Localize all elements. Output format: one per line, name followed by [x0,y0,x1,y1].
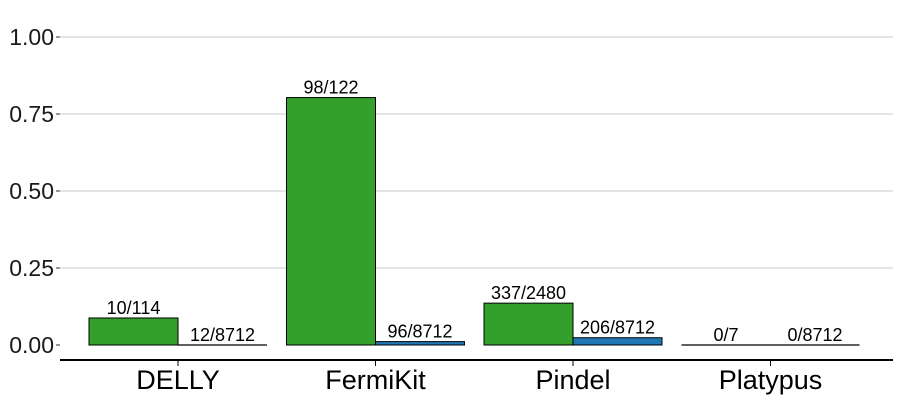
data-label: 337/2480 [491,283,566,303]
bar [375,341,465,346]
data-labels: 10/114 12/8712 98/122 96/8712 337/2480 206/87… [107,78,843,345]
data-label: 10/114 [107,298,161,318]
data-label: 0/7 [713,325,738,345]
data-label: 96/8712 [387,322,452,342]
data-label: 12/8712 [190,325,255,345]
y-tick-label: 0.50 [9,178,54,204]
y-axis: 0.00 0.25 0.50 0.75 1.00 [9,24,60,358]
bar [88,317,179,346]
bar [286,97,376,346]
x-tick-label: FermiKit [325,365,426,395]
x-axis: DELLY FermiKit Pindel Platypus [60,359,893,395]
bar [483,302,574,346]
y-tick-label: 0.75 [9,101,54,127]
y-tick-label: 0.00 [9,332,54,358]
x-tick-label: DELLY [136,365,220,395]
x-tick-label: Platypus [719,365,823,395]
x-tick-label: Pindel [535,365,610,395]
y-tick-label: 1.00 [9,24,54,50]
data-label: 206/8712 [580,318,655,338]
bar [572,337,663,346]
bars [88,97,860,346]
data-label: 0/8712 [787,325,842,345]
y-tick-label: 0.25 [9,255,54,281]
gridlines [60,36,893,269]
data-label: 98/122 [303,78,358,98]
